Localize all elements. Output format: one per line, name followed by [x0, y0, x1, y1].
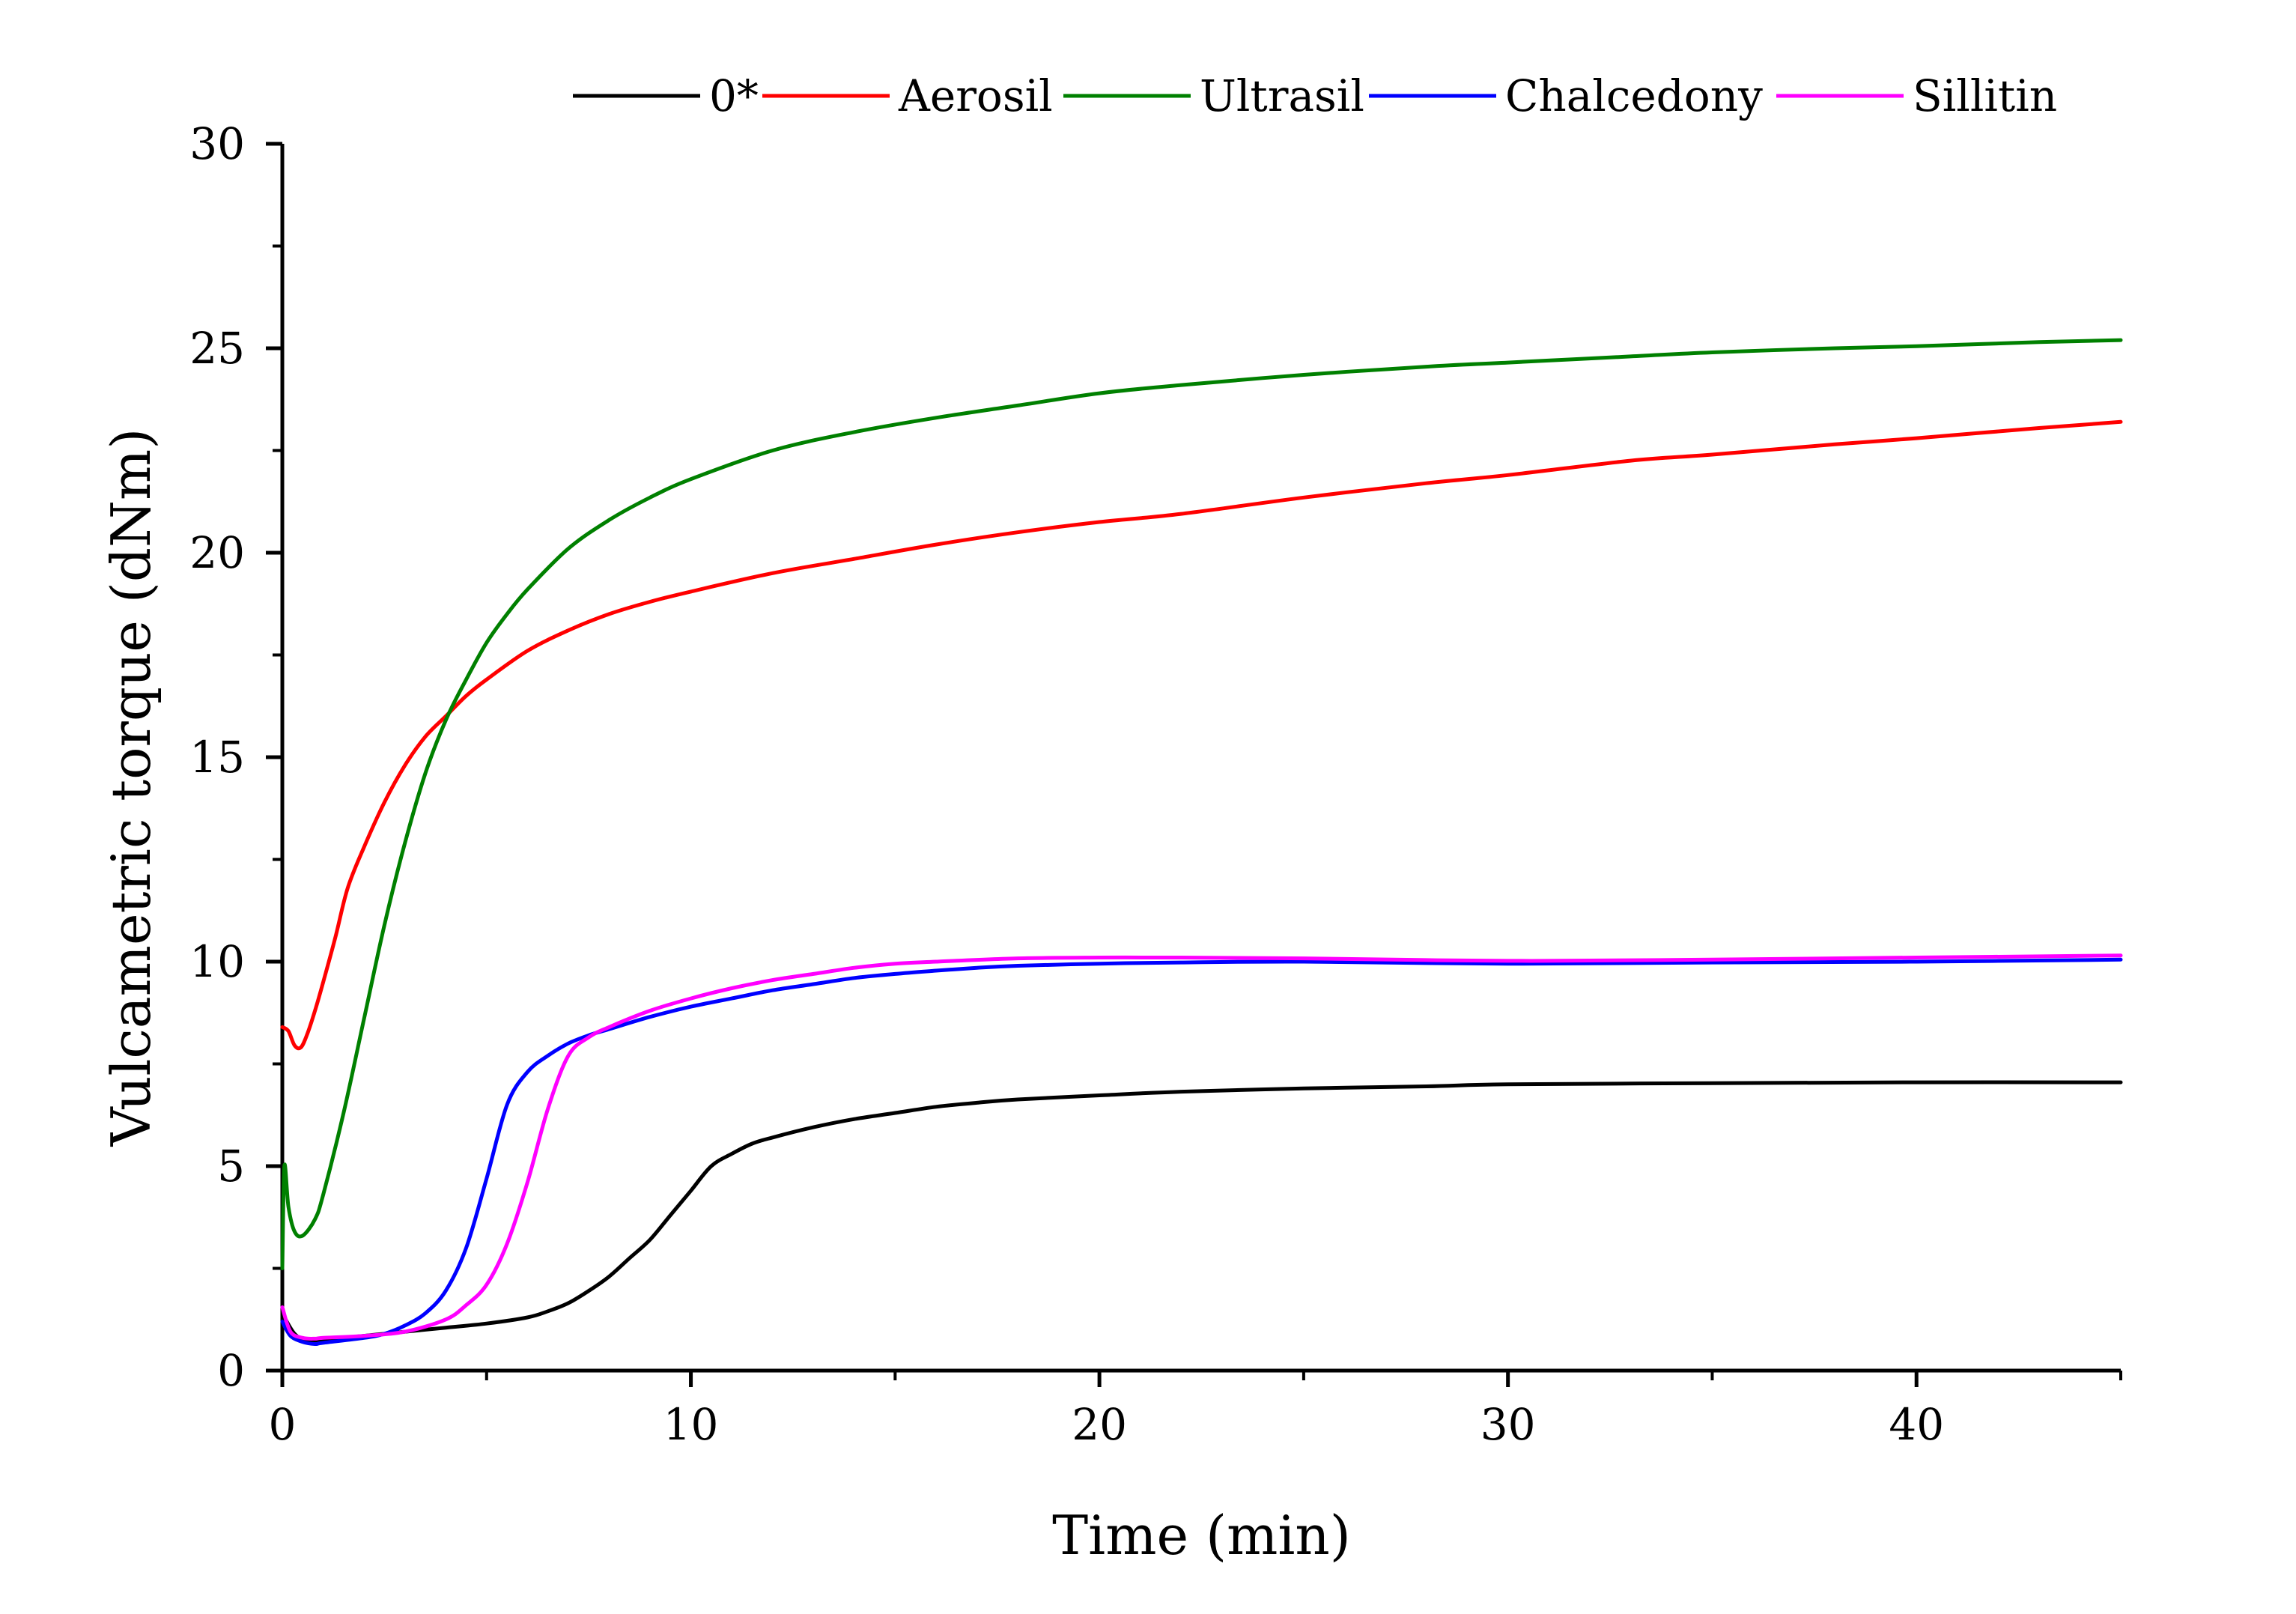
y-tick-label-20: 20: [189, 527, 245, 578]
series-line-sillitin: [280, 953, 2123, 1341]
y-tick-label-30: 30: [189, 118, 245, 169]
y-tick-label-10: 10: [189, 936, 245, 987]
series-lines: [280, 338, 2123, 1347]
x-tick-label-30: 30: [1480, 1399, 1536, 1450]
series-line-ultrasil: [280, 338, 2123, 1270]
legend: 0* Aerosil Ultrasil Chalcedony Sillitin: [573, 70, 2057, 121]
series-line-chalcedony: [280, 957, 2123, 1347]
y-tick-label-0: 0: [217, 1345, 245, 1396]
x-tick-label-10: 10: [663, 1399, 719, 1450]
legend-label-ultrasil: Ultrasil: [1200, 70, 1364, 121]
axes: 0 10 20 30 40 0 5 10 15 20 25 30: [189, 118, 2122, 1450]
legend-label-chalcedony: Chalcedony: [1505, 70, 1763, 121]
y-axis-title: Vulcametric torque (dNm): [100, 428, 163, 1147]
x-tick-label-0: 0: [269, 1399, 297, 1450]
y-tick-label-5: 5: [217, 1141, 245, 1192]
legend-label-sillitin: Sillitin: [1913, 70, 2057, 121]
x-axis-title: Time (min): [1052, 1504, 1351, 1567]
legend-label-aerosil: Aerosil: [898, 70, 1053, 121]
x-tick-label-40: 40: [1889, 1399, 1944, 1450]
series-line-0: [280, 1080, 2123, 1343]
y-tick-label-15: 15: [189, 732, 245, 783]
legend-label-0: 0*: [709, 70, 759, 121]
x-tick-label-20: 20: [1072, 1399, 1127, 1450]
y-tick-label-25: 25: [189, 323, 245, 374]
series-line-aerosil: [280, 419, 2123, 1051]
